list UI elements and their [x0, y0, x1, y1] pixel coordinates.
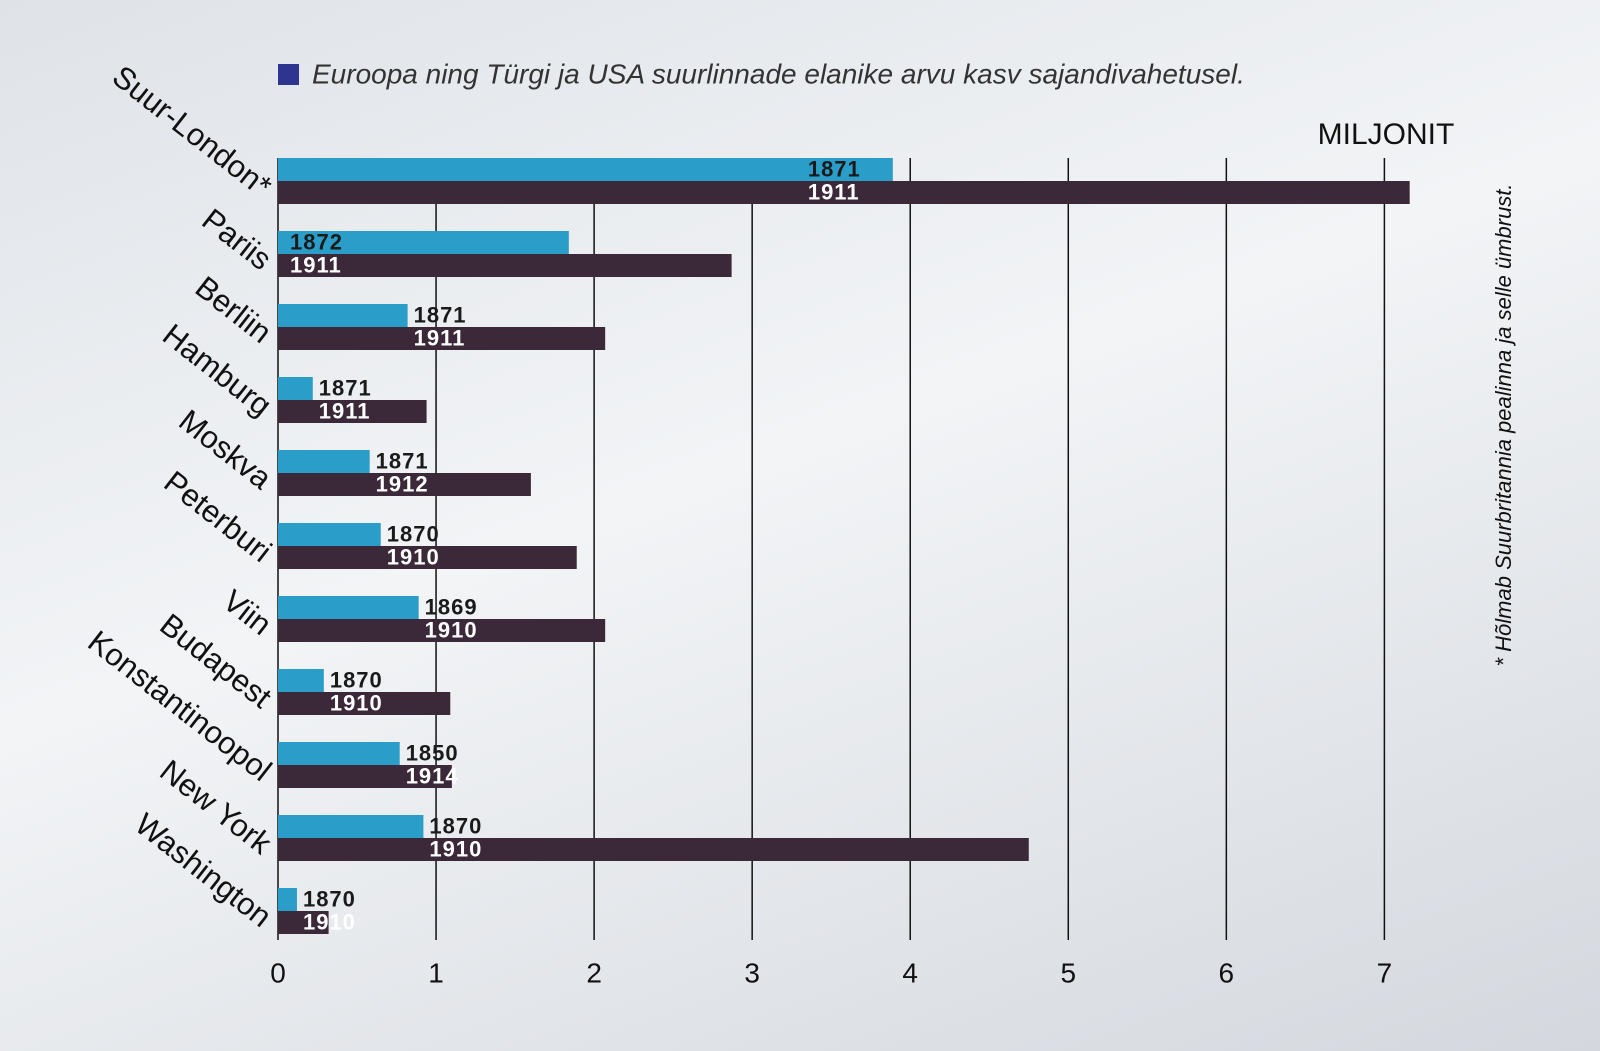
bar-year-label: 1870: [303, 886, 356, 911]
bar-year-label: 1911: [414, 325, 466, 350]
footnote: * Hõlmab Suurbritannia pealinna ja selle…: [1491, 183, 1516, 666]
bar-year-label: 1871: [808, 156, 861, 181]
x-tick-label: 5: [1060, 957, 1076, 988]
bar-year-label: 1911: [808, 179, 860, 204]
bar: [278, 523, 381, 546]
bar: [278, 838, 1029, 861]
unit-label: MILJONIT: [1318, 118, 1455, 151]
bar: [278, 231, 569, 254]
bar-year-label: 1910: [425, 617, 478, 642]
bar-year-label: 1870: [387, 521, 440, 546]
bar-year-label: 1911: [290, 252, 342, 277]
bar: [278, 546, 577, 569]
bar-year-label: 1871: [414, 302, 467, 327]
bar-year-label: 1910: [387, 544, 440, 569]
bar-year-label: 1910: [330, 690, 383, 715]
bar: [278, 377, 313, 400]
x-tick-label: 7: [1377, 957, 1393, 988]
bar-year-label: 1871: [376, 448, 429, 473]
bar: [278, 400, 427, 423]
category-label: Pariis: [196, 202, 279, 277]
bar-year-label: 1870: [429, 813, 482, 838]
bar: [278, 815, 424, 838]
x-tick-label: 6: [1219, 957, 1235, 988]
bar: [278, 911, 329, 934]
bar: [278, 304, 408, 327]
bar: [278, 742, 400, 765]
bar: [278, 888, 297, 911]
x-tick-label: 0: [270, 957, 286, 988]
category-label: Viin: [216, 583, 278, 642]
bar-year-label: 1872: [290, 229, 343, 254]
bar: [278, 473, 531, 496]
bar: [278, 181, 1410, 204]
bar-year-label: 1850: [406, 740, 459, 765]
x-tick-label: 1: [428, 957, 444, 988]
bar: [278, 450, 370, 473]
bar-year-label: 1911: [319, 398, 371, 423]
bar-year-label: 1910: [429, 836, 482, 861]
bar: [278, 254, 732, 277]
bar: [278, 765, 452, 788]
bar: [278, 327, 606, 350]
bar-year-label: 1869: [425, 594, 478, 619]
bar: [278, 158, 893, 181]
bar-year-label: 1870: [330, 667, 383, 692]
legend-label: Euroopa ning Türgi ja USA suurlinnade el…: [312, 58, 1245, 89]
bar-year-label: 1912: [376, 471, 429, 496]
category-label: Suur-London*: [106, 59, 278, 204]
legend-swatch: [278, 64, 299, 85]
x-tick-label: 3: [744, 957, 760, 988]
bar: [278, 692, 451, 715]
bar: [278, 619, 606, 642]
bar-year-label: 1871: [319, 375, 372, 400]
bar: [278, 596, 419, 619]
bar-year-label: 1914: [406, 763, 459, 788]
x-tick-label: 2: [586, 957, 602, 988]
x-tick-label: 4: [902, 957, 918, 988]
bar-year-label: 1910: [303, 909, 356, 934]
bar: [278, 669, 324, 692]
